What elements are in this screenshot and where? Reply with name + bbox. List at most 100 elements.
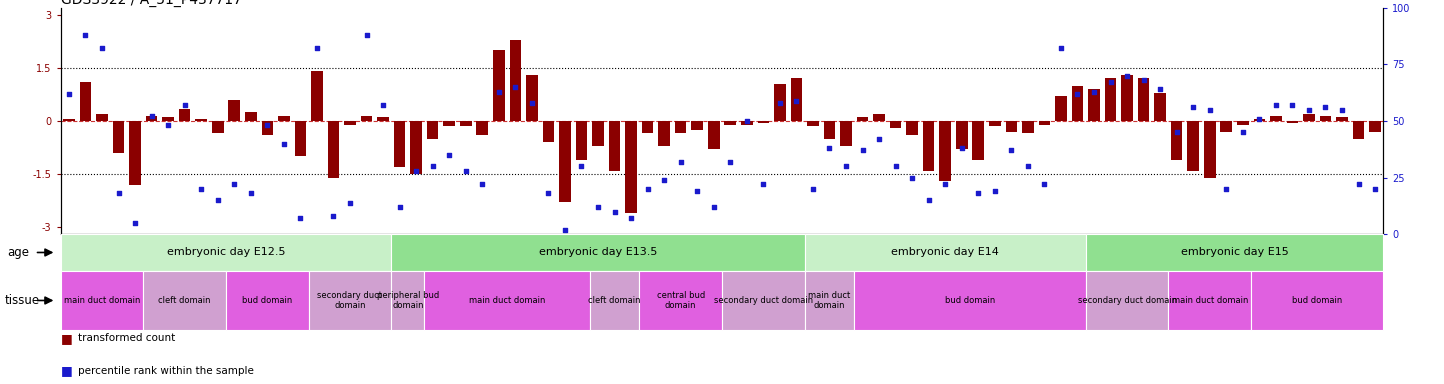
Text: age: age bbox=[7, 246, 29, 259]
Point bbox=[1297, 107, 1320, 113]
Point bbox=[206, 197, 230, 204]
Bar bbox=[146, 116, 157, 121]
Bar bbox=[212, 121, 224, 133]
Point bbox=[735, 118, 758, 124]
Point bbox=[1132, 77, 1155, 83]
Bar bbox=[97, 114, 108, 121]
Point bbox=[653, 177, 676, 183]
Bar bbox=[443, 121, 455, 126]
Point bbox=[719, 159, 742, 165]
Text: peripheral bud
domain: peripheral bud domain bbox=[377, 291, 439, 310]
Bar bbox=[823, 121, 835, 139]
Text: bud domain: bud domain bbox=[944, 296, 995, 305]
Point bbox=[156, 122, 179, 129]
Bar bbox=[310, 71, 322, 121]
Bar bbox=[79, 82, 91, 121]
Point bbox=[422, 163, 445, 169]
Point bbox=[107, 190, 130, 197]
Point bbox=[455, 168, 478, 174]
Point bbox=[388, 204, 412, 210]
Bar bbox=[461, 121, 472, 126]
Point bbox=[1099, 79, 1122, 86]
Point bbox=[1363, 186, 1386, 192]
Point bbox=[189, 186, 212, 192]
Bar bbox=[328, 121, 339, 178]
Point bbox=[1199, 107, 1222, 113]
Bar bbox=[510, 40, 521, 121]
Point bbox=[586, 204, 609, 210]
Point bbox=[817, 145, 840, 151]
Bar bbox=[1336, 118, 1347, 121]
Bar bbox=[162, 118, 173, 121]
Bar bbox=[1251, 271, 1383, 330]
Point bbox=[1347, 181, 1370, 187]
Point bbox=[338, 199, 361, 205]
Bar bbox=[225, 271, 309, 330]
Bar bbox=[309, 271, 391, 330]
Point bbox=[222, 181, 245, 187]
Text: secondary duct domain: secondary duct domain bbox=[1077, 296, 1177, 305]
Bar bbox=[989, 121, 1001, 126]
Point bbox=[537, 190, 560, 197]
Bar bbox=[1302, 114, 1314, 121]
Point bbox=[1165, 129, 1188, 136]
Point bbox=[966, 190, 989, 197]
Point bbox=[1083, 88, 1106, 94]
Bar bbox=[725, 121, 736, 124]
Bar bbox=[741, 121, 752, 124]
Point bbox=[851, 147, 874, 154]
Point bbox=[504, 84, 527, 90]
Bar bbox=[1171, 121, 1183, 160]
Point bbox=[520, 100, 543, 106]
Text: embryonic day E14: embryonic day E14 bbox=[891, 247, 999, 258]
Bar bbox=[477, 121, 488, 135]
Bar bbox=[1056, 96, 1067, 121]
Bar bbox=[758, 121, 770, 123]
Bar bbox=[1320, 116, 1331, 121]
Bar bbox=[61, 234, 391, 271]
Bar bbox=[722, 271, 804, 330]
Point bbox=[471, 181, 494, 187]
Bar bbox=[559, 121, 570, 202]
Point bbox=[371, 102, 394, 108]
Point bbox=[256, 122, 279, 129]
Bar bbox=[1089, 89, 1100, 121]
Bar bbox=[1022, 121, 1034, 133]
Point bbox=[752, 181, 775, 187]
Bar bbox=[391, 271, 425, 330]
Bar bbox=[228, 100, 240, 121]
Bar bbox=[1238, 121, 1249, 124]
Point bbox=[619, 215, 643, 222]
Point bbox=[835, 163, 858, 169]
Bar bbox=[692, 121, 703, 130]
Bar bbox=[907, 121, 918, 135]
Bar bbox=[361, 116, 373, 121]
Bar bbox=[625, 121, 637, 213]
Bar bbox=[526, 75, 537, 121]
Bar bbox=[1204, 121, 1216, 178]
Bar bbox=[410, 121, 422, 174]
Bar bbox=[143, 271, 225, 330]
Point bbox=[702, 204, 725, 210]
Bar bbox=[377, 118, 388, 121]
Point bbox=[438, 152, 461, 158]
Bar bbox=[295, 121, 306, 156]
Bar bbox=[940, 121, 952, 181]
Text: embryonic day E12.5: embryonic day E12.5 bbox=[166, 247, 286, 258]
Point bbox=[1066, 91, 1089, 97]
Bar bbox=[1353, 121, 1365, 139]
Bar bbox=[972, 121, 983, 160]
Bar bbox=[1287, 121, 1298, 123]
Bar bbox=[855, 271, 1086, 330]
Bar bbox=[807, 121, 819, 126]
Point bbox=[553, 227, 576, 233]
Text: bud domain: bud domain bbox=[1292, 296, 1343, 305]
Bar bbox=[1138, 78, 1149, 121]
Bar bbox=[1187, 121, 1199, 170]
Text: secondary duct domain: secondary duct domain bbox=[713, 296, 813, 305]
Bar bbox=[261, 121, 273, 135]
Bar bbox=[1369, 121, 1380, 132]
Point bbox=[1050, 45, 1073, 51]
Bar bbox=[658, 121, 670, 146]
Text: main duct domain: main duct domain bbox=[1171, 296, 1248, 305]
